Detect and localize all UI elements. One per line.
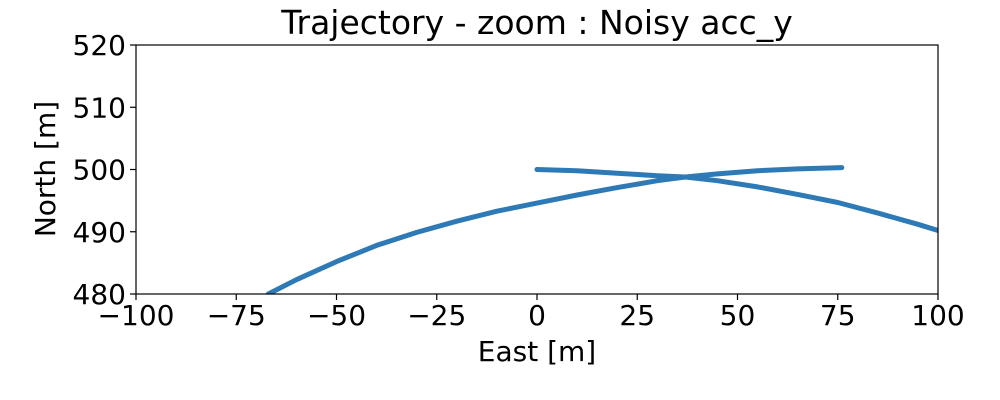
x-axis: −100 −75 −50 −25 0 25 50 75 100 bbox=[98, 294, 965, 332]
y-tick-label: 520 bbox=[73, 29, 126, 62]
x-tick-label: 50 bbox=[720, 299, 756, 332]
y-tick-label: 500 bbox=[73, 154, 126, 187]
y-tick-label: 510 bbox=[73, 91, 126, 124]
x-tick-label: −25 bbox=[407, 299, 466, 332]
y-tick-label: 480 bbox=[73, 278, 126, 311]
y-tick-label: 490 bbox=[73, 216, 126, 249]
x-tick-label: 0 bbox=[528, 299, 546, 332]
x-tick-label: −50 bbox=[307, 299, 366, 332]
x-tick-label: 75 bbox=[820, 299, 856, 332]
y-axis: 480 490 500 510 520 bbox=[73, 29, 136, 311]
x-tick-label: 100 bbox=[911, 299, 964, 332]
chart-title: Trajectory - zoom : Noisy acc_y bbox=[280, 3, 793, 42]
y-axis-label: North [m] bbox=[29, 101, 62, 237]
x-tick-label: −100 bbox=[98, 299, 175, 332]
x-axis-label: East [m] bbox=[478, 335, 596, 368]
plot-area bbox=[265, 165, 938, 294]
x-tick-label: 25 bbox=[619, 299, 655, 332]
trajectory-segment-2 bbox=[534, 165, 845, 180]
trajectory-segment-1 bbox=[265, 174, 938, 294]
x-tick-label: −75 bbox=[207, 299, 266, 332]
